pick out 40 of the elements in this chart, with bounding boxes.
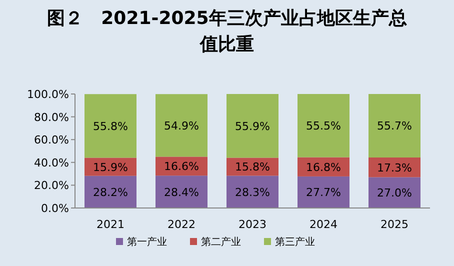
bar — [226, 176, 278, 208]
data-label: 27.0% — [377, 186, 412, 200]
data-label: 54.9% — [164, 119, 199, 132]
y-tick-label: 60.0% — [34, 134, 69, 147]
bar — [298, 94, 350, 158]
data-label: 17.3% — [377, 161, 412, 174]
bar — [84, 94, 136, 158]
x-tick-label: 2023 — [238, 218, 266, 231]
data-label: 16.8% — [306, 160, 341, 174]
data-label: 28.3% — [235, 186, 270, 199]
bar — [156, 94, 208, 157]
chart-title: 图２ 2021-2025年三次产业占地区生产总值比重 — [46, 7, 408, 57]
data-label: 55.7% — [377, 120, 412, 133]
y-tick-label: 0.0% — [41, 202, 69, 215]
data-label: 28.2% — [93, 186, 128, 199]
bar — [368, 177, 420, 208]
data-label: 15.8% — [235, 160, 270, 174]
bar — [298, 176, 350, 208]
legend-label: 第三产业 — [275, 236, 315, 248]
bar — [156, 176, 208, 208]
legend-label: 第二产业 — [201, 236, 241, 248]
data-label: 55.8% — [93, 120, 128, 133]
legend-label: 第一产业 — [127, 236, 167, 248]
bar — [368, 94, 420, 158]
data-label: 28.4% — [164, 186, 199, 199]
x-tick-label: 2024 — [310, 218, 338, 231]
bar — [84, 176, 136, 208]
x-tick-label: 2022 — [168, 218, 196, 231]
bar — [226, 94, 278, 158]
y-tick-label: 20.0% — [34, 179, 69, 192]
x-tick-label: 2025 — [380, 218, 408, 231]
y-tick-label: 100.0% — [27, 88, 69, 101]
y-tick-label: 80.0% — [34, 110, 69, 124]
data-label: 27.7% — [306, 186, 341, 200]
data-label: 15.9% — [93, 160, 128, 174]
x-tick-label: 2021 — [96, 218, 124, 231]
data-label: 55.9% — [235, 120, 270, 133]
data-label: 55.5% — [306, 120, 341, 133]
y-tick-label: 40.0% — [34, 156, 69, 170]
data-label: 16.6% — [164, 160, 199, 174]
